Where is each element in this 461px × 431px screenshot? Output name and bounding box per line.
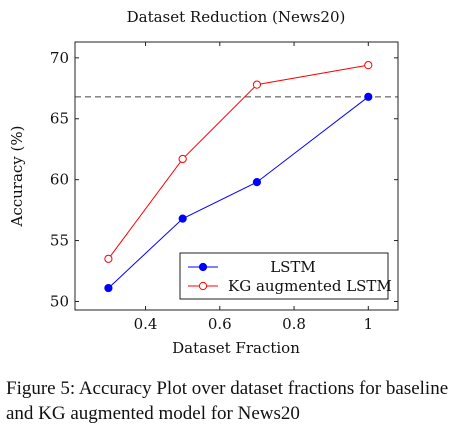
series-line-lstm (108, 96, 369, 289)
x-tick-label: 0.8 (282, 315, 306, 333)
legend-label-lstm: LSTM (270, 258, 316, 276)
legend-marker-lstm (198, 262, 208, 272)
data-point-kg-augmented-lstm (178, 154, 187, 164)
y-axis-label: Accuracy (%) (8, 125, 26, 227)
data-point-lstm (178, 214, 187, 223)
data-point-kg-augmented-lstm (252, 80, 262, 89)
data-point-kg-augmented-lstm (364, 61, 373, 70)
figure-caption: Figure 5: Accuracy Plot over dataset fra… (6, 378, 449, 424)
y-tick-label: 50 (50, 292, 69, 310)
y-tick-label: 55 (50, 232, 69, 250)
y-tick-label: 65 (50, 110, 69, 128)
x-tick-label: 1 (364, 315, 374, 333)
plot-frame (74, 41, 399, 311)
x-tick-label: 0.6 (208, 315, 232, 333)
data-point-lstm (104, 283, 113, 293)
legend-marker-kg-lstm (198, 281, 208, 291)
axis-layer: 0.4 0.6 0.8 1 50 55 60 65 70 (50, 42, 398, 333)
series-layer (104, 61, 373, 293)
x-axis-label: Dataset Fraction (172, 339, 300, 357)
data-point-lstm (252, 177, 262, 187)
data-point-kg-augmented-lstm (104, 254, 113, 263)
y-tick-label: 60 (50, 171, 69, 189)
series-line-kg-augmented-lstm (108, 64, 369, 260)
y-tick-label: 70 (50, 49, 69, 67)
legend: LSTM KG augmented LSTM (179, 252, 392, 300)
chart-title: Dataset Reduction (News20) (127, 8, 346, 26)
x-tick-label: 0.4 (134, 315, 158, 333)
legend-label-kg-lstm: KG augmented LSTM (228, 277, 392, 295)
legend-box (179, 252, 389, 300)
data-point-lstm (364, 92, 373, 101)
